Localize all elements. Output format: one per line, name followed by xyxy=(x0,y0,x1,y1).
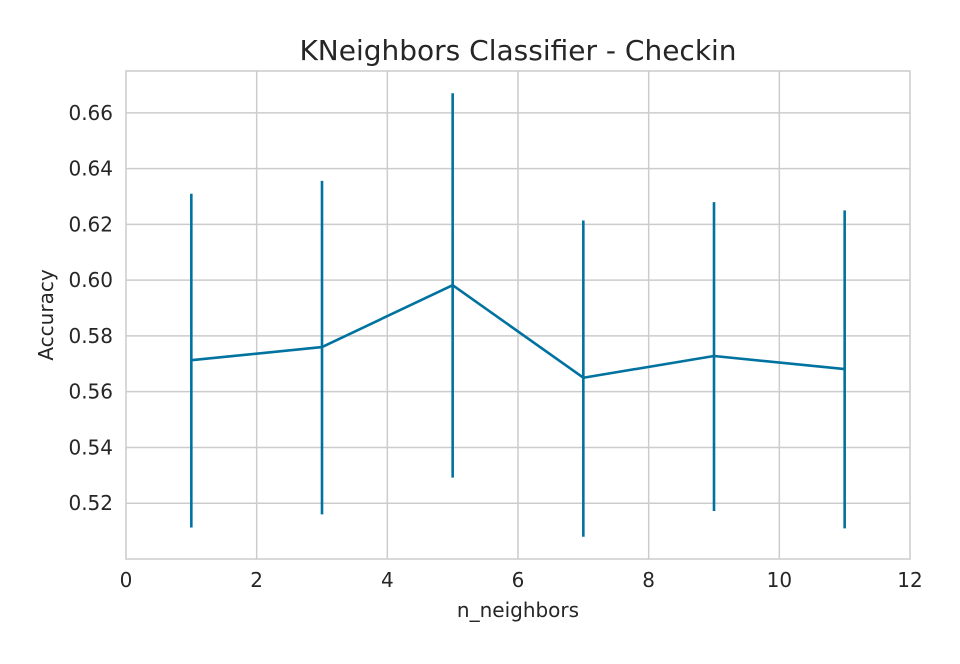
chart-title: KNeighbors Classifier - Checkin xyxy=(299,34,736,67)
y-tick-label: 0.58 xyxy=(68,324,113,348)
y-axis-label: Accuracy xyxy=(34,269,58,360)
y-tick-label: 0.66 xyxy=(68,101,113,125)
y-tick-label: 0.60 xyxy=(68,268,113,292)
x-axis-label: n_neighbors xyxy=(457,598,579,622)
x-tick-label: 10 xyxy=(767,568,792,592)
y-tick-labels: 0.52 0.54 0.56 0.58 0.60 0.62 0.64 0.66 xyxy=(68,101,113,515)
series-line-group xyxy=(191,283,845,380)
x-tick-label: 12 xyxy=(897,568,922,592)
y-tick-label: 0.52 xyxy=(68,491,113,515)
x-tick-label: 6 xyxy=(512,568,525,592)
y-tick-label: 0.62 xyxy=(68,212,113,236)
series-line xyxy=(191,283,845,380)
plot-frame xyxy=(125,70,911,560)
y-tick-label: 0.56 xyxy=(68,380,113,404)
x-tick-label: 4 xyxy=(381,568,394,592)
y-tick-label: 0.64 xyxy=(68,157,113,181)
y-tick-label: 0.54 xyxy=(68,435,113,459)
x-tick-labels: 0 2 4 6 8 10 12 xyxy=(120,568,923,592)
x-tick-label: 2 xyxy=(250,568,263,592)
x-tick-label: 8 xyxy=(642,568,655,592)
x-tick-label: 0 xyxy=(120,568,133,592)
